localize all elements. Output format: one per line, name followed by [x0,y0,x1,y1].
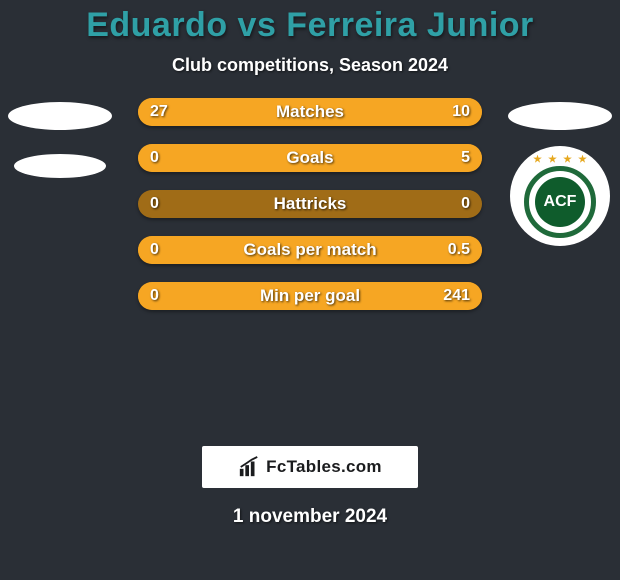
left-ellipse-1 [8,102,112,130]
star-icon [548,155,557,164]
stat-row: 05Goals [138,144,482,172]
stat-bars: 2710Matches 05Goals 00Hattricks 00.5Goals p… [138,98,482,328]
bars-icon [238,456,260,478]
page-title: Eduardo vs Ferreira Junior [0,0,620,45]
stat-label: Goals per match [138,236,482,264]
right-ellipse-1 [508,102,612,130]
stat-row: 00Hattricks [138,190,482,218]
stat-row: 0241Min per goal [138,282,482,310]
stat-label: Hattricks [138,190,482,218]
stat-label: Goals [138,144,482,172]
watermark: FcTables.com [202,446,418,488]
comparison-stage: ACF 2710Matches 05Goals 00Hattricks 00.5Goa… [0,98,620,438]
stat-row: 2710Matches [138,98,482,126]
date: 1 november 2024 [0,506,620,528]
subtitle: Club competitions, Season 2024 [0,55,620,76]
star-icon [533,155,542,164]
team-badge-inner: ACF [524,155,596,238]
team-badge-chapecoense: ACF [510,146,610,246]
team-badge-core: ACF [535,177,585,227]
watermark-text: FcTables.com [266,457,382,477]
star-icon [578,155,587,164]
team-badge-ring: ACF [524,166,596,238]
stat-label: Min per goal [138,282,482,310]
stat-row: 00.5Goals per match [138,236,482,264]
stat-label: Matches [138,98,482,126]
star-icon [563,155,572,164]
team-badge-stars [533,155,587,164]
left-ellipse-2 [14,154,106,178]
